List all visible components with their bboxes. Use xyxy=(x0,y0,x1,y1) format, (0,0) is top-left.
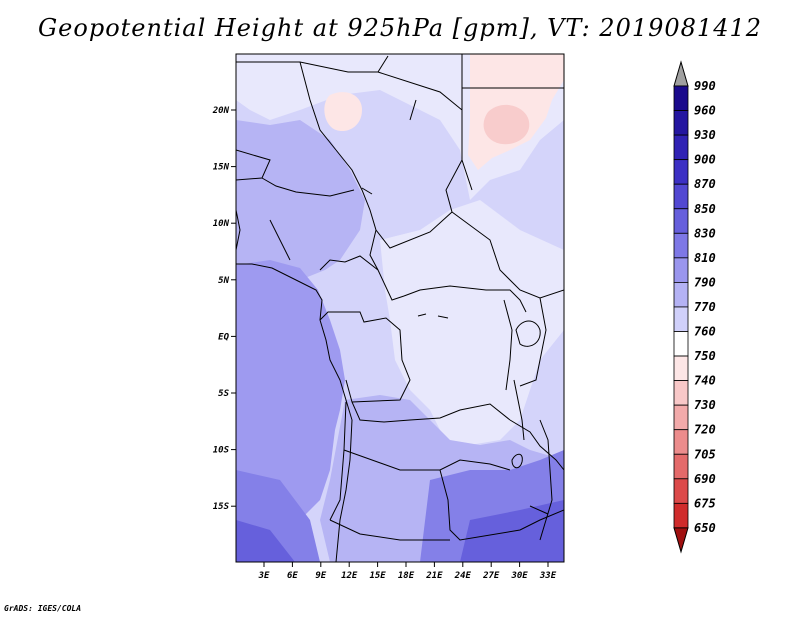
lat-label: 15N xyxy=(213,163,230,173)
lon-label: 18E xyxy=(398,571,415,581)
field-810-west xyxy=(236,120,365,290)
map-frame xyxy=(235,53,565,563)
lon-label: 30E xyxy=(510,571,528,581)
field-750-patch-west xyxy=(324,92,362,132)
lon-label: 24E xyxy=(454,571,472,581)
field-770-center xyxy=(380,200,564,445)
colorbar-swatch xyxy=(673,208,689,234)
lon-label: 33E xyxy=(539,571,557,581)
grads-credit: GrADS: IGES/COLA xyxy=(4,604,82,613)
colorbar-label: 720 xyxy=(694,423,716,437)
colorbar-label: 790 xyxy=(694,275,716,289)
colorbar-swatch xyxy=(673,232,689,259)
colorbar-label: 990 xyxy=(694,79,716,93)
colorbar-swatch xyxy=(673,110,689,136)
colorbar-label: 740 xyxy=(694,374,716,388)
lat-label: 15S xyxy=(213,502,230,512)
colorbar-swatch xyxy=(673,355,689,381)
colorbar-swatch xyxy=(673,429,689,455)
colorbar-label: 770 xyxy=(694,300,716,314)
field-870-southwest xyxy=(236,520,295,562)
colorbar-swatch xyxy=(673,281,689,308)
lat-label: 10S xyxy=(213,446,230,456)
colorbar-label: 810 xyxy=(694,251,716,265)
colorbar-swatch xyxy=(673,502,689,529)
colorbar-label: 760 xyxy=(694,325,716,339)
colorbar: 990 960 930 900 870 850 830 810 790 770 760 750 740 7… xyxy=(673,60,716,554)
colorbar-swatch xyxy=(673,85,689,111)
lat-label: EQ xyxy=(218,332,229,342)
colorbar-swatch xyxy=(673,159,689,185)
colorbar-swatch xyxy=(673,478,689,504)
lat-label: 5N xyxy=(218,276,229,286)
colorbar-label: 870 xyxy=(694,177,716,191)
colorbar-swatch xyxy=(673,257,689,283)
latitude-axis: 20N 15N 10N 5N EQ 5S 10S 15S xyxy=(212,106,236,512)
colorbar-label: 930 xyxy=(694,128,716,142)
colorbar-top-arrow xyxy=(673,60,689,87)
lon-label: 12E xyxy=(341,571,358,581)
lon-label: 15E xyxy=(369,571,386,581)
field-740-patch xyxy=(483,104,530,145)
colorbar-swatch xyxy=(673,380,689,406)
field-830-atlantic xyxy=(236,260,345,520)
map-title: Geopotential Height at 925hPa [gpm], VT:… xyxy=(38,14,762,42)
colorbar-swatch xyxy=(673,453,689,480)
colorbar-swatch xyxy=(673,331,689,357)
lon-label: 6E xyxy=(287,571,298,581)
colorbar-label: 650 xyxy=(694,521,716,535)
lat-label: 20N xyxy=(212,106,230,116)
longitude-axis: 3E 6E 9E 12E 15E 18E 21E 24E 27E 30E 33E xyxy=(258,562,557,581)
lakes xyxy=(361,187,549,515)
colorbar-label: 750 xyxy=(694,349,716,363)
colorbar-label: 960 xyxy=(694,104,716,118)
lon-label: 3E xyxy=(258,571,270,581)
colorbar-swatch xyxy=(673,183,689,210)
colorbar-swatch xyxy=(673,404,689,431)
colorbar-label: 675 xyxy=(694,496,716,510)
colorbar-bottom-arrow xyxy=(673,527,689,554)
colorbar-swatch xyxy=(673,134,689,161)
colorbar-label: 850 xyxy=(694,202,716,216)
colorbar-label: 730 xyxy=(694,398,716,412)
lon-label: 21E xyxy=(425,571,443,581)
height-field xyxy=(236,54,564,562)
colorbar-label: 690 xyxy=(694,472,716,486)
lat-label: 5S xyxy=(218,389,229,399)
lon-label: 9E xyxy=(315,571,326,581)
country-borders xyxy=(236,54,564,562)
colorbar-label: 900 xyxy=(694,153,716,167)
colorbar-label: 705 xyxy=(694,447,716,461)
lat-label: 10N xyxy=(213,219,230,229)
colorbar-swatch xyxy=(673,306,689,332)
colorbar-label: 830 xyxy=(694,226,716,240)
lon-label: 27E xyxy=(482,571,500,581)
